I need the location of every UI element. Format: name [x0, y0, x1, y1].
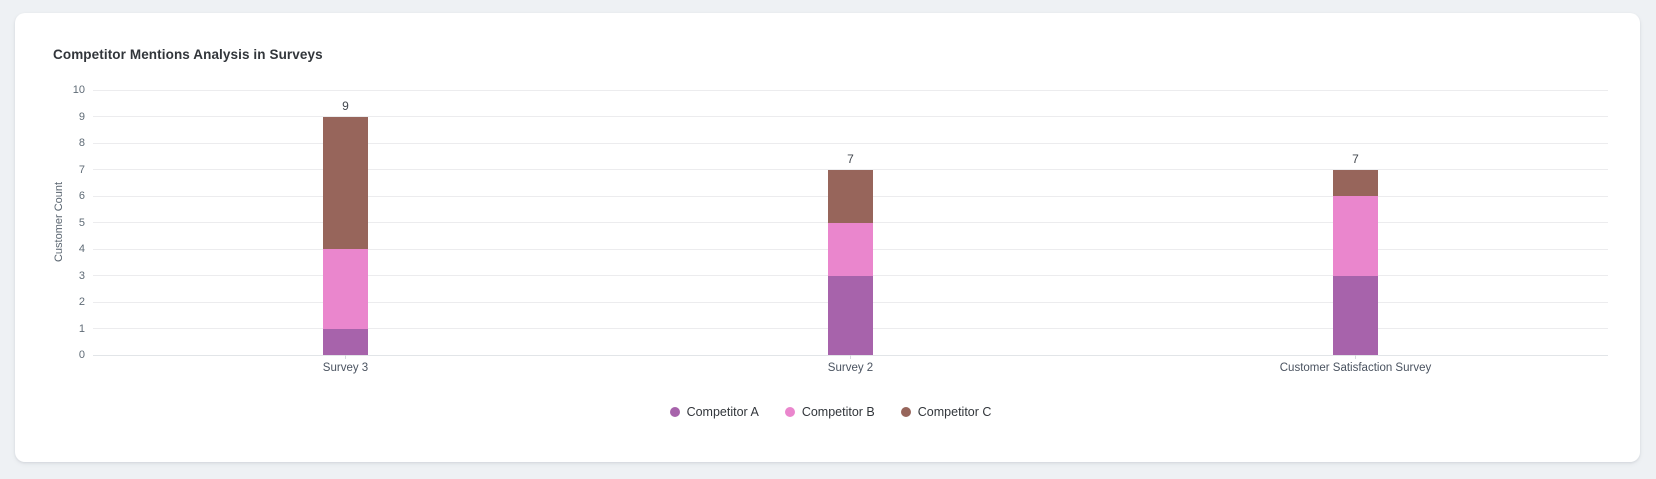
legend-item[interactable]: Competitor A	[669, 405, 759, 419]
chart: Customer Count 0 1 2 3 4 5 6 7 8 9 10 9 Survey 3 7 Sur…	[15, 13, 1640, 462]
x-tick-mark	[850, 355, 851, 359]
gridline-y8	[93, 142, 1608, 144]
legend-label: Competitor C	[917, 405, 992, 419]
y-tick-label-8: 8	[78, 137, 85, 149]
bar-segment[interactable]	[1333, 169, 1378, 196]
legend-dot-icon	[900, 407, 911, 417]
x-tick-mark	[345, 355, 346, 359]
y-tick-label-6: 6	[78, 190, 85, 202]
bar-segment[interactable]	[323, 116, 368, 249]
chart-card: Competitor Mentions Analysis in Surveys …	[15, 13, 1640, 462]
y-tick-label-3: 3	[78, 269, 85, 282]
bar-total-label: 7	[1352, 151, 1359, 166]
legend-item[interactable]: Competitor B	[784, 405, 875, 419]
y-tick-label-4: 4	[78, 243, 85, 255]
gridline-y10	[93, 89, 1608, 91]
bar-segment[interactable]	[828, 222, 873, 276]
y-tick-label-10: 10	[72, 84, 85, 96]
y-tick-label-5: 5	[78, 216, 85, 229]
legend-label: Competitor B	[801, 405, 875, 419]
legend-dot-icon	[669, 407, 680, 417]
legend-label: Competitor A	[686, 405, 759, 419]
chart-title: Competitor Mentions Analysis in Surveys	[53, 47, 323, 62]
bar-total-label: 7	[847, 151, 854, 166]
bar-segment[interactable]	[1333, 275, 1378, 355]
bar-segment[interactable]	[1333, 196, 1378, 276]
x-category-label: Customer Satisfaction Survey	[1279, 362, 1432, 374]
y-tick-label-7: 7	[78, 163, 85, 176]
x-tick-mark	[1355, 355, 1356, 359]
bar-segment[interactable]	[828, 275, 873, 355]
y-tick-label-9: 9	[78, 110, 85, 123]
legend: Competitor A Competitor B Competitor C	[53, 402, 1608, 422]
y-tick-label-0: 0	[78, 349, 85, 361]
legend-dot-icon	[784, 407, 795, 417]
y-tick-label-1: 1	[78, 322, 85, 335]
x-category-label: Survey 3	[322, 362, 369, 374]
y-tick-label-2: 2	[78, 296, 85, 308]
plot-area: 0 1 2 3 4 5 6 7 8 9 10 9 Survey 3 7 Survey 2 7 Customer …	[73, 84, 1608, 374]
bar-segment[interactable]	[323, 249, 368, 329]
legend-item[interactable]: Competitor C	[900, 405, 992, 419]
bar-total-label: 9	[342, 98, 349, 113]
x-category-label: Survey 2	[827, 362, 874, 374]
bar-segment[interactable]	[828, 169, 873, 223]
bar-segment[interactable]	[323, 328, 368, 355]
gridline-y9	[93, 116, 1608, 117]
